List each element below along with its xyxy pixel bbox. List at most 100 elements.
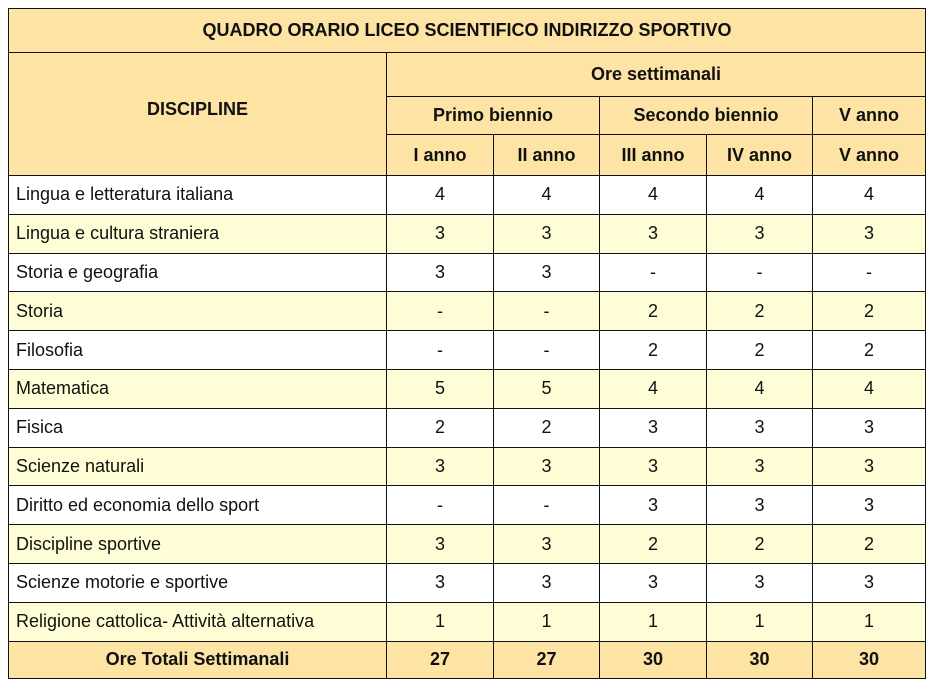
hours-cell: 3 bbox=[706, 485, 813, 526]
hours-cell: 3 bbox=[706, 407, 813, 448]
hours-cell: 3 bbox=[386, 252, 494, 293]
hours-cell: 3 bbox=[386, 446, 494, 487]
hours-cell: 3 bbox=[599, 485, 707, 526]
hours-cell: 2 bbox=[493, 407, 600, 448]
total-value: 30 bbox=[811, 640, 927, 679]
hours-cell: 3 bbox=[706, 562, 813, 603]
hours-cell: 3 bbox=[386, 524, 494, 564]
hours-cell: 3 bbox=[493, 252, 600, 293]
hours-cell: 3 bbox=[599, 213, 707, 254]
year-header: IV anno bbox=[706, 134, 813, 176]
hours-cell: 3 bbox=[706, 446, 813, 487]
table-row: Discipline sportive 3 3 2 2 2 bbox=[8, 524, 927, 564]
discipline-name: Fisica bbox=[8, 407, 387, 448]
schedule-table: QUADRO ORARIO LICEO SCIENTIFICO INDIRIZZ… bbox=[7, 8, 927, 679]
year-header: V anno bbox=[811, 134, 927, 176]
hours-cell: - bbox=[493, 485, 600, 526]
table-row: Matematica 5 5 4 4 4 bbox=[8, 368, 927, 409]
ore-settimanali-header: Ore settimanali bbox=[385, 52, 927, 97]
total-value: 30 bbox=[599, 640, 707, 679]
table-row: Religione cattolica- Attività alternativ… bbox=[8, 601, 927, 642]
hours-cell: 3 bbox=[599, 562, 707, 603]
discipline-header: DISCIPLINE bbox=[8, 52, 387, 176]
hours-cell: - bbox=[386, 485, 494, 526]
totals-label: Ore Totali Settimanali bbox=[8, 640, 387, 679]
discipline-name: Storia e geografia bbox=[8, 252, 387, 293]
hours-cell: 2 bbox=[386, 407, 494, 448]
hours-cell: 1 bbox=[493, 601, 600, 642]
discipline-name: Lingua e cultura straniera bbox=[8, 213, 387, 254]
hours-cell: 3 bbox=[386, 213, 494, 254]
hours-cell: 3 bbox=[706, 213, 813, 254]
hours-cell: - bbox=[706, 252, 813, 293]
hours-cell: 1 bbox=[599, 601, 707, 642]
hours-cell: 4 bbox=[599, 175, 707, 215]
hours-cell: 4 bbox=[811, 368, 927, 409]
hours-cell: 2 bbox=[811, 330, 927, 370]
table-row: Storia e geografia 3 3- - - bbox=[8, 252, 927, 293]
hours-cell: - bbox=[599, 252, 707, 293]
table-row: Fisica 2 2 3 3 3 bbox=[8, 407, 927, 448]
hours-cell: 5 bbox=[493, 368, 600, 409]
hours-cell: 3 bbox=[811, 407, 927, 448]
hours-cell: 3 bbox=[811, 446, 927, 487]
discipline-name: Lingua e letteratura italiana bbox=[8, 175, 387, 215]
title-row: QUADRO ORARIO LICEO SCIENTIFICO INDIRIZZ… bbox=[7, 8, 927, 53]
hours-cell: 1 bbox=[386, 601, 494, 642]
hours-cell: 3 bbox=[493, 446, 600, 487]
hours-cell: 3 bbox=[386, 562, 494, 603]
hours-cell: 2 bbox=[706, 524, 813, 564]
hours-cell: 2 bbox=[599, 524, 707, 564]
hours-cell: 3 bbox=[599, 446, 707, 487]
hours-cell: 2 bbox=[706, 291, 813, 332]
hours-cell: - bbox=[386, 330, 494, 370]
hours-cell: 3 bbox=[599, 407, 707, 448]
year-header: III anno bbox=[599, 134, 707, 176]
hours-cell: 4 bbox=[493, 175, 600, 215]
hours-cell: 4 bbox=[706, 175, 813, 215]
total-value: 30 bbox=[706, 640, 813, 679]
table-row: Lingua e cultura straniera 3 3 3 3 3 bbox=[8, 213, 927, 254]
table-row: Scienze motorie e sportive 3 3 3 3 3 bbox=[8, 562, 927, 603]
discipline-name: Scienze naturali bbox=[8, 446, 387, 487]
hours-cell: 3 bbox=[811, 562, 927, 603]
hours-cell: 3 bbox=[811, 485, 927, 526]
total-value: 27 bbox=[386, 640, 494, 679]
discipline-name: Diritto ed economia dello sport bbox=[8, 485, 387, 526]
table-title: QUADRO ORARIO LICEO SCIENTIFICO INDIRIZZ… bbox=[7, 8, 927, 53]
hours-cell: 3 bbox=[493, 213, 600, 254]
hours-cell: 4 bbox=[706, 368, 813, 409]
hours-cell: 4 bbox=[599, 368, 707, 409]
hours-cell: 3 bbox=[493, 562, 600, 603]
group-header: V anno bbox=[811, 96, 927, 135]
discipline-name: Religione cattolica- Attività alternativ… bbox=[8, 601, 387, 642]
hours-cell: 4 bbox=[811, 175, 927, 215]
table-row: Scienze naturali 3 3 3 3 3 bbox=[8, 446, 927, 487]
hours-cell: 2 bbox=[599, 291, 707, 332]
year-header: II anno bbox=[493, 134, 600, 176]
table-row: Storia - -2 2 2 bbox=[8, 291, 927, 332]
hours-cell: 5 bbox=[386, 368, 494, 409]
table-row: Lingua e letteratura italiana 4 4 4 4 4 bbox=[8, 175, 927, 215]
hours-cell: - bbox=[386, 291, 494, 332]
hours-cell: 1 bbox=[811, 601, 927, 642]
group-header: Primo biennio bbox=[386, 96, 600, 135]
hours-cell: 2 bbox=[811, 291, 927, 332]
hours-cell: 2 bbox=[599, 330, 707, 370]
hours-cell: - bbox=[811, 252, 927, 293]
totals-row: Ore Totali Settimanali 27 27 30 30 30 bbox=[8, 640, 927, 679]
total-value: 27 bbox=[493, 640, 600, 679]
discipline-name: Matematica bbox=[8, 368, 387, 409]
discipline-name: Scienze motorie e sportive bbox=[8, 562, 387, 603]
discipline-name: Storia bbox=[8, 291, 387, 332]
year-header: I anno bbox=[386, 134, 494, 176]
group-header: Secondo biennio bbox=[599, 96, 813, 135]
hours-cell: - bbox=[493, 330, 600, 370]
hours-cell: 3 bbox=[811, 213, 927, 254]
table-row: Diritto ed economia dello sport - -3 3 3 bbox=[8, 485, 927, 526]
discipline-name: Discipline sportive bbox=[8, 524, 387, 564]
hours-cell: 2 bbox=[706, 330, 813, 370]
hours-cell: 1 bbox=[706, 601, 813, 642]
hours-cell: 2 bbox=[811, 524, 927, 564]
table-row: Filosofia - -2 2 2 bbox=[8, 330, 927, 370]
